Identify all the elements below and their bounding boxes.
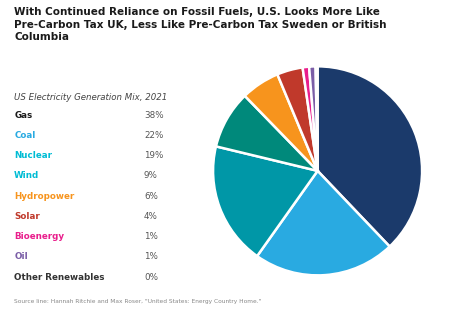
Text: 19%: 19% [144, 151, 163, 160]
Text: Other Renewables: Other Renewables [14, 273, 105, 282]
Text: US Electricity Generation Mix, 2021: US Electricity Generation Mix, 2021 [14, 93, 167, 102]
Text: @TaxFoundation: @TaxFoundation [398, 318, 467, 327]
Text: Wind: Wind [14, 171, 39, 180]
Text: Bioenergy: Bioenergy [14, 232, 64, 241]
Wedge shape [257, 171, 390, 275]
Text: Nuclear: Nuclear [14, 151, 52, 160]
Text: 1%: 1% [144, 232, 158, 241]
Wedge shape [213, 146, 318, 256]
Wedge shape [316, 66, 318, 171]
Text: Hydropower: Hydropower [14, 192, 74, 201]
Text: Gas: Gas [14, 111, 33, 120]
Text: 22%: 22% [144, 131, 163, 140]
Text: Coal: Coal [14, 131, 36, 140]
Text: 38%: 38% [144, 111, 164, 120]
Text: 0%: 0% [144, 273, 158, 282]
Text: 9%: 9% [144, 171, 158, 180]
Text: 6%: 6% [144, 192, 158, 201]
Text: With Continued Reliance on Fossil Fuels, U.S. Looks More Like
Pre-Carbon Tax UK,: With Continued Reliance on Fossil Fuels,… [14, 7, 387, 42]
Text: TAX FOUNDATION: TAX FOUNDATION [7, 318, 102, 327]
Wedge shape [216, 96, 318, 171]
Text: Source line: Hannah Ritchie and Max Roser, "United States: Energy Country Home.": Source line: Hannah Ritchie and Max Rose… [14, 299, 262, 304]
Wedge shape [245, 74, 318, 171]
Text: 1%: 1% [144, 252, 158, 261]
Wedge shape [277, 67, 318, 171]
Wedge shape [318, 66, 422, 247]
Wedge shape [302, 67, 318, 171]
Wedge shape [309, 66, 318, 171]
Text: Solar: Solar [14, 212, 40, 221]
Text: Oil: Oil [14, 252, 28, 261]
Text: 4%: 4% [144, 212, 158, 221]
